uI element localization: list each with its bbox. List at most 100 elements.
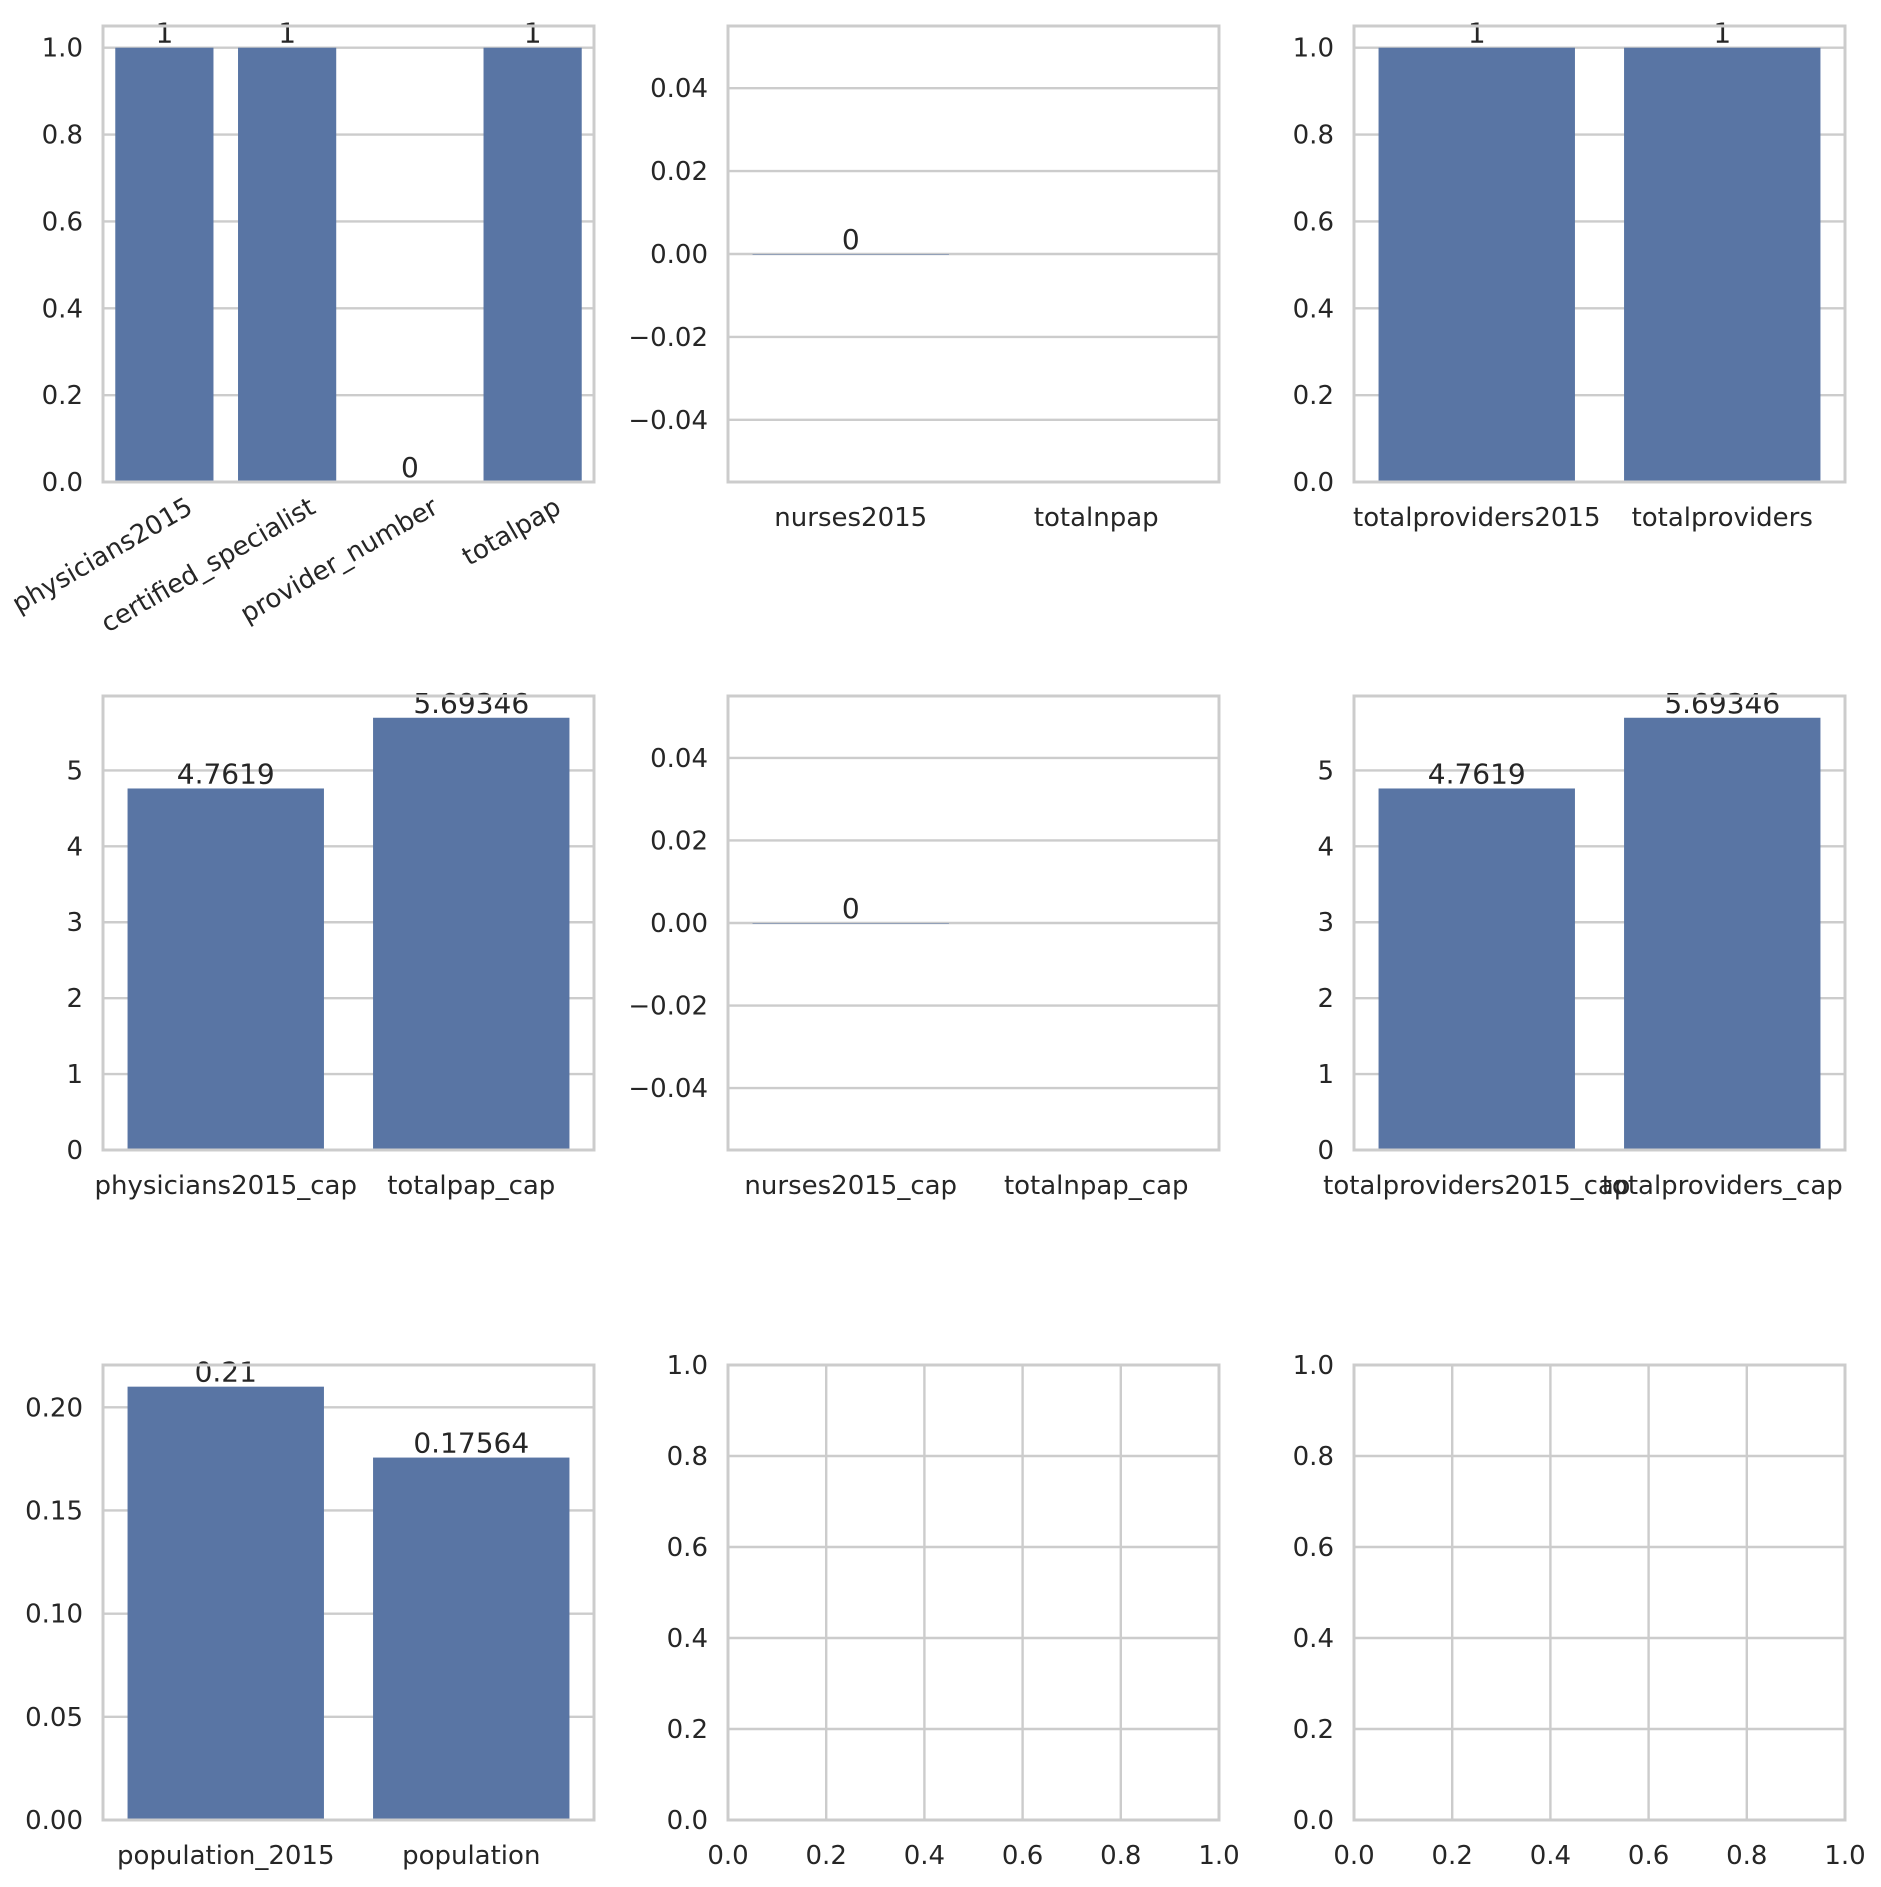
y-tick-label: 0.04 — [650, 74, 708, 104]
x-tick-label: provider_number — [235, 492, 443, 630]
x-tick-label: certified_specialist — [96, 492, 321, 639]
y-tick-label: 0.4 — [1293, 294, 1334, 324]
bar-data-label: 0.17564 — [413, 1427, 529, 1460]
y-tick-label: 4 — [66, 832, 83, 862]
y-tick-label: 1.0 — [1293, 1351, 1334, 1381]
y-tick-label: 1 — [1317, 1060, 1334, 1090]
axes-frame — [1352, 24, 1847, 484]
y-tick-label: 4 — [1317, 832, 1334, 862]
y-tick-label: 0.4 — [667, 1624, 708, 1654]
y-tick-label: 0.6 — [1293, 207, 1334, 237]
axes-frame — [726, 694, 1221, 1152]
chart-panel-1: 0.00.20.40.60.81.0 1physicians20151certif… — [7, 17, 596, 639]
bar — [752, 923, 949, 924]
x-tick-label: totalnpap_cap — [1004, 1171, 1189, 1201]
y-tick-label: 0.0 — [1293, 1806, 1334, 1836]
bar — [1378, 788, 1575, 1150]
y-tick-label: 0.00 — [650, 240, 708, 270]
bar-data-label: 1 — [524, 17, 542, 50]
x-tick-label: totalproviders2015 — [1353, 503, 1601, 533]
bar-data-label: 1 — [278, 17, 296, 50]
chart-panel-9: 0.0 0.2 0.4 0.6 0.8 1.0 0.0 0.2 0.4 0.6 0.8 1.0 — [1293, 1351, 1866, 1871]
y-tick-label: 0.8 — [42, 121, 83, 151]
y-tick-label: 0.05 — [25, 1703, 83, 1733]
bar-data-label: 0.21 — [195, 1356, 257, 1389]
y-tick-label: 0.6 — [42, 207, 83, 237]
x-tick-label: 1.0 — [1198, 1841, 1239, 1871]
x-tick-label: 0.0 — [1333, 1841, 1374, 1871]
bar-data-label: 1 — [1713, 17, 1731, 50]
x-tick-label: nurses2015 — [774, 503, 927, 533]
y-tick-label: 2 — [66, 984, 83, 1014]
axes-frame — [101, 24, 596, 484]
x-tick-label: 0.6 — [1628, 1841, 1669, 1871]
bar — [238, 47, 337, 482]
y-tick-label: 1.0 — [667, 1351, 708, 1381]
y-tick-label: 0.2 — [1293, 1715, 1334, 1745]
x-tick-label: 0.8 — [1726, 1841, 1767, 1871]
y-tick-label: 0.6 — [667, 1533, 708, 1563]
x-tick-label: population_2015 — [117, 1841, 335, 1871]
y-tick-label: 1 — [66, 1060, 83, 1090]
y-tick-label: 0.00 — [25, 1806, 83, 1836]
axes-frame — [726, 24, 1221, 484]
bar — [752, 254, 949, 255]
bar-data-label: 4.7619 — [1428, 757, 1526, 790]
bar-data-label: 0 — [842, 223, 860, 256]
y-tick-label: 0.10 — [25, 1600, 83, 1630]
bar-data-label: 4.7619 — [177, 757, 275, 790]
y-tick-label: 0.20 — [25, 1393, 83, 1423]
chart-panel-7: 0.00 0.05 0.10 0.15 0.20 0.21 population_2015 0… — [25, 1356, 596, 1871]
bar — [373, 1457, 570, 1820]
y-tick-label: 0.0 — [667, 1806, 708, 1836]
y-tick-label: 0.2 — [42, 381, 83, 411]
x-tick-label: population — [402, 1841, 540, 1871]
axes-frame — [1352, 1363, 1847, 1822]
y-tick-label: 0.2 — [667, 1715, 708, 1745]
x-tick-label: totalproviders_cap — [1602, 1171, 1843, 1201]
x-tick-label: 0.6 — [1002, 1841, 1043, 1871]
axes-frame — [101, 694, 596, 1152]
y-tick-label: −0.02 — [628, 992, 708, 1022]
bar-data-label: 5.69346 — [413, 687, 529, 720]
axes-frame — [101, 1363, 596, 1822]
bar-data-label: 0 — [401, 451, 419, 484]
x-tick-label: 0.0 — [707, 1841, 748, 1871]
y-tick-label: 0 — [66, 1136, 83, 1166]
bar — [1624, 717, 1821, 1150]
x-tick-label: physicians2015_cap — [94, 1171, 357, 1201]
y-tick-label: 1.0 — [1293, 34, 1334, 64]
y-tick-label: 0.02 — [650, 157, 708, 187]
x-tick-label: 0.4 — [904, 1841, 945, 1871]
x-tick-label: 0.2 — [1432, 1841, 1473, 1871]
bar-data-label: 5.69346 — [1664, 687, 1780, 720]
x-tick-label: totalnpap — [1034, 503, 1159, 533]
axes-frame — [1352, 694, 1847, 1152]
bar-data-label: 1 — [155, 17, 173, 50]
y-tick-label: 0.0 — [1293, 468, 1334, 498]
y-tick-label: 0.0 — [42, 468, 83, 498]
y-tick-label: 0.15 — [25, 1496, 83, 1526]
x-tick-label: 0.8 — [1100, 1841, 1141, 1871]
y-tick-label: 5 — [1317, 756, 1334, 786]
chart-panel-6: 0 1 2 3 4 5 4.7619 totalproviders2015_cap 5.6934… — [1317, 687, 1847, 1201]
y-tick-label: 1.0 — [42, 34, 83, 64]
y-tick-label: 0.8 — [1293, 121, 1334, 151]
y-tick-label: 0.8 — [667, 1442, 708, 1472]
axes-frame — [726, 1363, 1221, 1822]
y-tick-label: 3 — [66, 908, 83, 938]
chart-panel-8: 0.0 0.2 0.4 0.6 0.8 1.0 0.0 0.2 0.4 0.6 0.8 1.0 — [667, 1351, 1240, 1871]
bar — [127, 1386, 324, 1820]
y-tick-label: 0.4 — [1293, 1624, 1334, 1654]
y-tick-label: 0 — [1317, 1136, 1334, 1166]
y-tick-label: 0.8 — [1293, 1442, 1334, 1472]
bar — [115, 47, 214, 482]
chart-panel-2: −0.04 −0.02 0.00 0.02 0.04 0 nurses2015 totalnp… — [628, 24, 1221, 533]
x-tick-label: totalpap — [457, 492, 566, 572]
x-tick-label: totalpap_cap — [387, 1171, 555, 1201]
bar — [373, 717, 570, 1150]
chart-panel-4: 0 1 2 3 4 5 4.7619 physicians2015_cap 5.69346 tot… — [66, 687, 596, 1201]
y-tick-label: 3 — [1317, 908, 1334, 938]
bar — [127, 788, 324, 1150]
